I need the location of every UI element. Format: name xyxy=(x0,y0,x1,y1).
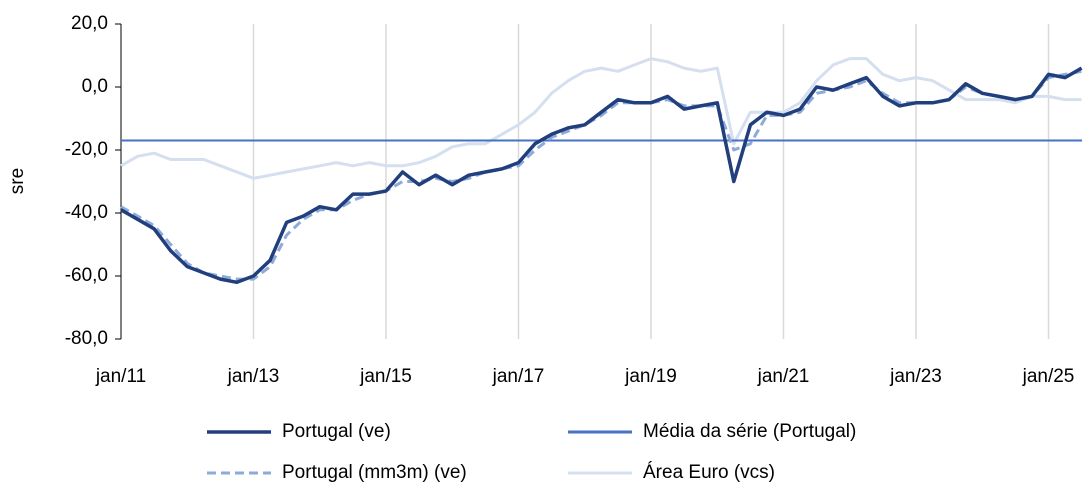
x-tick-label: jan/23 xyxy=(889,366,942,387)
x-tick-label: jan/13 xyxy=(227,366,280,387)
y-tick-label: -20,0 xyxy=(65,139,108,160)
x-tick-label: jan/11 xyxy=(95,366,146,387)
legend-label: Portugal (ve) xyxy=(282,421,391,442)
y-tick-label: 0,0 xyxy=(82,76,108,97)
x-tick-label: jan/21 xyxy=(757,366,810,387)
y-tick-label: -40,0 xyxy=(65,202,108,223)
x-tick-label: jan/19 xyxy=(624,366,677,387)
x-tick-label: jan/17 xyxy=(492,366,545,387)
x-tick-label: jan/15 xyxy=(359,366,412,387)
legend-label: Média da série (Portugal) xyxy=(643,421,856,442)
y-tick-label: -60,0 xyxy=(65,265,108,286)
y-tick-label: -80,0 xyxy=(65,328,108,349)
series-line xyxy=(120,57,1082,180)
legend-label: Portugal (mm3m) (ve) xyxy=(282,462,467,483)
series-line xyxy=(120,66,1083,285)
y-axis-label: sre xyxy=(7,168,28,194)
legend-label: Área Euro (vcs) xyxy=(643,462,775,483)
x-tick-label: jan/25 xyxy=(1022,366,1075,387)
y-tick-label: 20,0 xyxy=(71,13,108,34)
